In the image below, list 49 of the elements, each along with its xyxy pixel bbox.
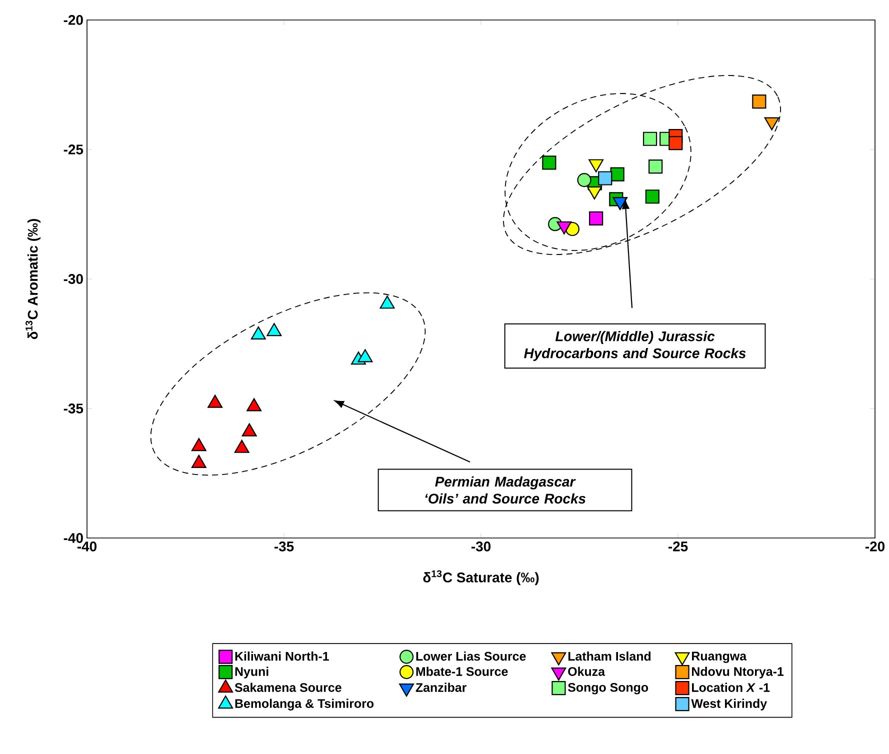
point <box>764 117 780 130</box>
point <box>668 136 683 150</box>
y-tick-label: -25 <box>64 144 84 154</box>
legend-label: Mbate-1 Source <box>416 666 508 676</box>
y-tick-label: -20 <box>64 15 83 25</box>
point <box>358 349 373 362</box>
point <box>234 440 250 453</box>
legend-label: Okuza <box>568 666 606 676</box>
legend-label: Nyuni <box>235 666 268 678</box>
point <box>642 132 658 146</box>
point <box>380 296 395 309</box>
x-tick-label: -20 <box>865 542 885 552</box>
point <box>752 94 766 109</box>
legend-label: Ndovu Ntorya-1 <box>692 666 784 678</box>
point <box>242 423 257 436</box>
legend-label: West Kirindy <box>691 698 767 710</box>
annotation: Lower/(Middle) Jurassic Hydrocarbons and Source Rocks <box>524 331 746 361</box>
y-axis-title: δ$^{13}$C Aromatic (‰) <box>26 219 40 340</box>
x-tick-label: -25 <box>668 542 688 552</box>
x-tick-label: -35 <box>274 542 294 552</box>
point <box>589 211 604 226</box>
legend-label: Bemolanga & Tsimiroro <box>235 698 374 710</box>
legend-label: Latham Island <box>568 652 651 661</box>
legend-label: Kiliwani North-1 <box>235 652 329 661</box>
annotation: Permian Madagascar ‘Oils’ and Source Rocks <box>425 476 586 504</box>
point <box>250 326 266 340</box>
point <box>610 167 624 182</box>
legend-label: Location X -1 <box>692 682 770 692</box>
point <box>266 323 282 336</box>
legend-label: Sakamena Source <box>234 682 342 692</box>
point <box>191 438 206 452</box>
legend-label: Songo Songo <box>568 682 648 694</box>
point <box>645 190 660 204</box>
legend-label: Lower Lias Source <box>416 652 526 661</box>
point <box>191 454 206 468</box>
point <box>542 156 556 170</box>
point <box>598 171 612 186</box>
legend-label: Zanzibar <box>416 682 466 692</box>
point <box>577 173 592 188</box>
legend-label: Ruangwa <box>692 652 747 663</box>
y-tick-label: -35 <box>64 404 84 414</box>
point <box>246 398 262 412</box>
x-tick-label: -40 <box>77 542 97 552</box>
point <box>648 160 663 174</box>
y-tick-label: -40 <box>64 533 83 543</box>
y-tick-label: -30 <box>64 274 83 284</box>
x-axis-title: δ$^{13}$C Saturate (‰) <box>423 570 539 586</box>
point <box>208 394 223 408</box>
x-tick-label: -30 <box>471 542 491 552</box>
